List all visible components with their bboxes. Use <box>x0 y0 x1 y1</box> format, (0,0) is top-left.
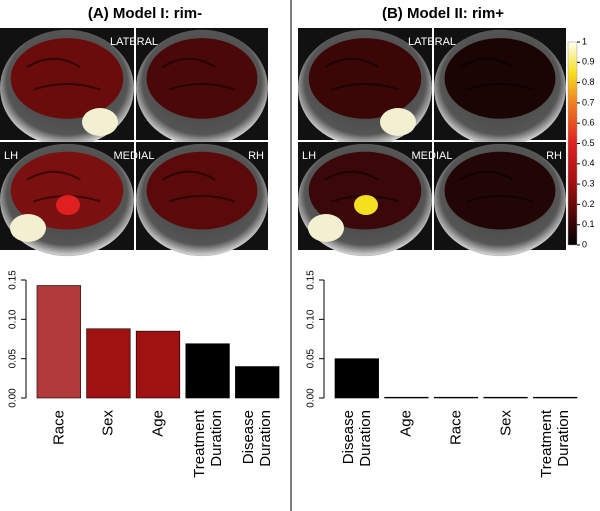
sulci <box>161 170 236 203</box>
brain <box>146 38 258 119</box>
sulci <box>459 170 534 203</box>
sulci <box>324 57 399 91</box>
hemisphere-label: RH <box>546 150 562 162</box>
colorbar-tick-label: 0.8 <box>582 77 595 87</box>
brain-view <box>136 142 268 257</box>
bar <box>433 396 479 399</box>
cerebellum <box>380 108 416 136</box>
sulci <box>26 57 101 91</box>
brain <box>444 151 556 230</box>
colorbar-tick-label: 0.9 <box>582 57 595 67</box>
hemisphere-label: LH <box>4 150 18 162</box>
x-tick-label: Race <box>50 410 68 446</box>
bar <box>185 343 230 399</box>
panel-title: (A) Model I: rim- <box>88 5 202 22</box>
brain-view <box>434 142 566 257</box>
x-tick-label: Treatment Duration <box>190 410 225 478</box>
x-tick-label: Race <box>447 410 465 446</box>
brain <box>10 151 124 230</box>
view-label: LATERAL <box>408 36 456 48</box>
panel-title: (B) Model II: rim+ <box>382 5 504 22</box>
colorbar-tick-label: 0.6 <box>582 118 595 128</box>
y-tick-label: 0.15 <box>306 270 317 290</box>
brain-view <box>0 28 134 147</box>
sulci <box>459 57 534 91</box>
hemisphere-label: LH <box>302 150 316 162</box>
sulci <box>161 57 236 91</box>
bar <box>86 328 131 399</box>
cerebellum <box>308 214 344 242</box>
bar <box>533 396 578 399</box>
colorbar <box>567 41 578 246</box>
brain <box>10 38 124 119</box>
brain <box>308 151 422 230</box>
view-label: MEDIAL <box>114 150 155 162</box>
cerebellum <box>82 108 118 136</box>
brain <box>444 38 556 119</box>
x-tick-label: Sex <box>497 410 515 436</box>
y-tick-label: 0.05 <box>306 348 317 368</box>
view-label: LATERAL <box>110 36 158 48</box>
cerebellum <box>10 214 46 242</box>
bar <box>334 358 379 399</box>
y-tick-label: 0.05 <box>8 348 19 368</box>
view-label: MEDIAL <box>412 150 453 162</box>
y-tick-label: 0.15 <box>8 270 19 290</box>
brain <box>308 38 422 119</box>
brain-view <box>136 28 268 147</box>
colorbar-tick-label: 0 <box>582 239 587 249</box>
y-tick-label: 0.10 <box>306 309 317 329</box>
x-tick-label: Age <box>149 410 167 437</box>
x-tick-label: Disease Duration <box>339 410 374 467</box>
brain-view <box>434 28 566 147</box>
thalamus <box>354 195 378 215</box>
bar <box>135 330 181 399</box>
x-tick-label: Disease Duration <box>240 410 275 467</box>
bar <box>384 396 429 399</box>
y-tick-label: 0.10 <box>8 309 19 329</box>
y-tick-label: 0.00 <box>8 388 19 408</box>
bar <box>36 285 81 399</box>
x-tick-label: Sex <box>99 410 117 436</box>
hemisphere-label: RH <box>248 150 264 162</box>
thalamus <box>56 195 80 215</box>
bar <box>235 366 280 399</box>
y-tick-label: 0.00 <box>306 388 317 408</box>
brain-view <box>298 28 432 147</box>
x-tick-label: Age <box>397 410 415 437</box>
colorbar-tick-label: 0.1 <box>582 219 595 229</box>
colorbar-tick-label: 0.7 <box>582 97 595 107</box>
colorbar-tick-label: 0.2 <box>582 199 595 209</box>
colorbar-tick-label: 0.3 <box>582 178 595 188</box>
colorbar-tick-label: 1 <box>582 36 587 46</box>
bar <box>483 396 528 399</box>
brain <box>146 151 258 230</box>
colorbar-tick-label: 0.4 <box>582 158 595 168</box>
x-tick-label: Treatment Duration <box>538 410 573 478</box>
colorbar-tick-label: 0.5 <box>582 138 595 148</box>
